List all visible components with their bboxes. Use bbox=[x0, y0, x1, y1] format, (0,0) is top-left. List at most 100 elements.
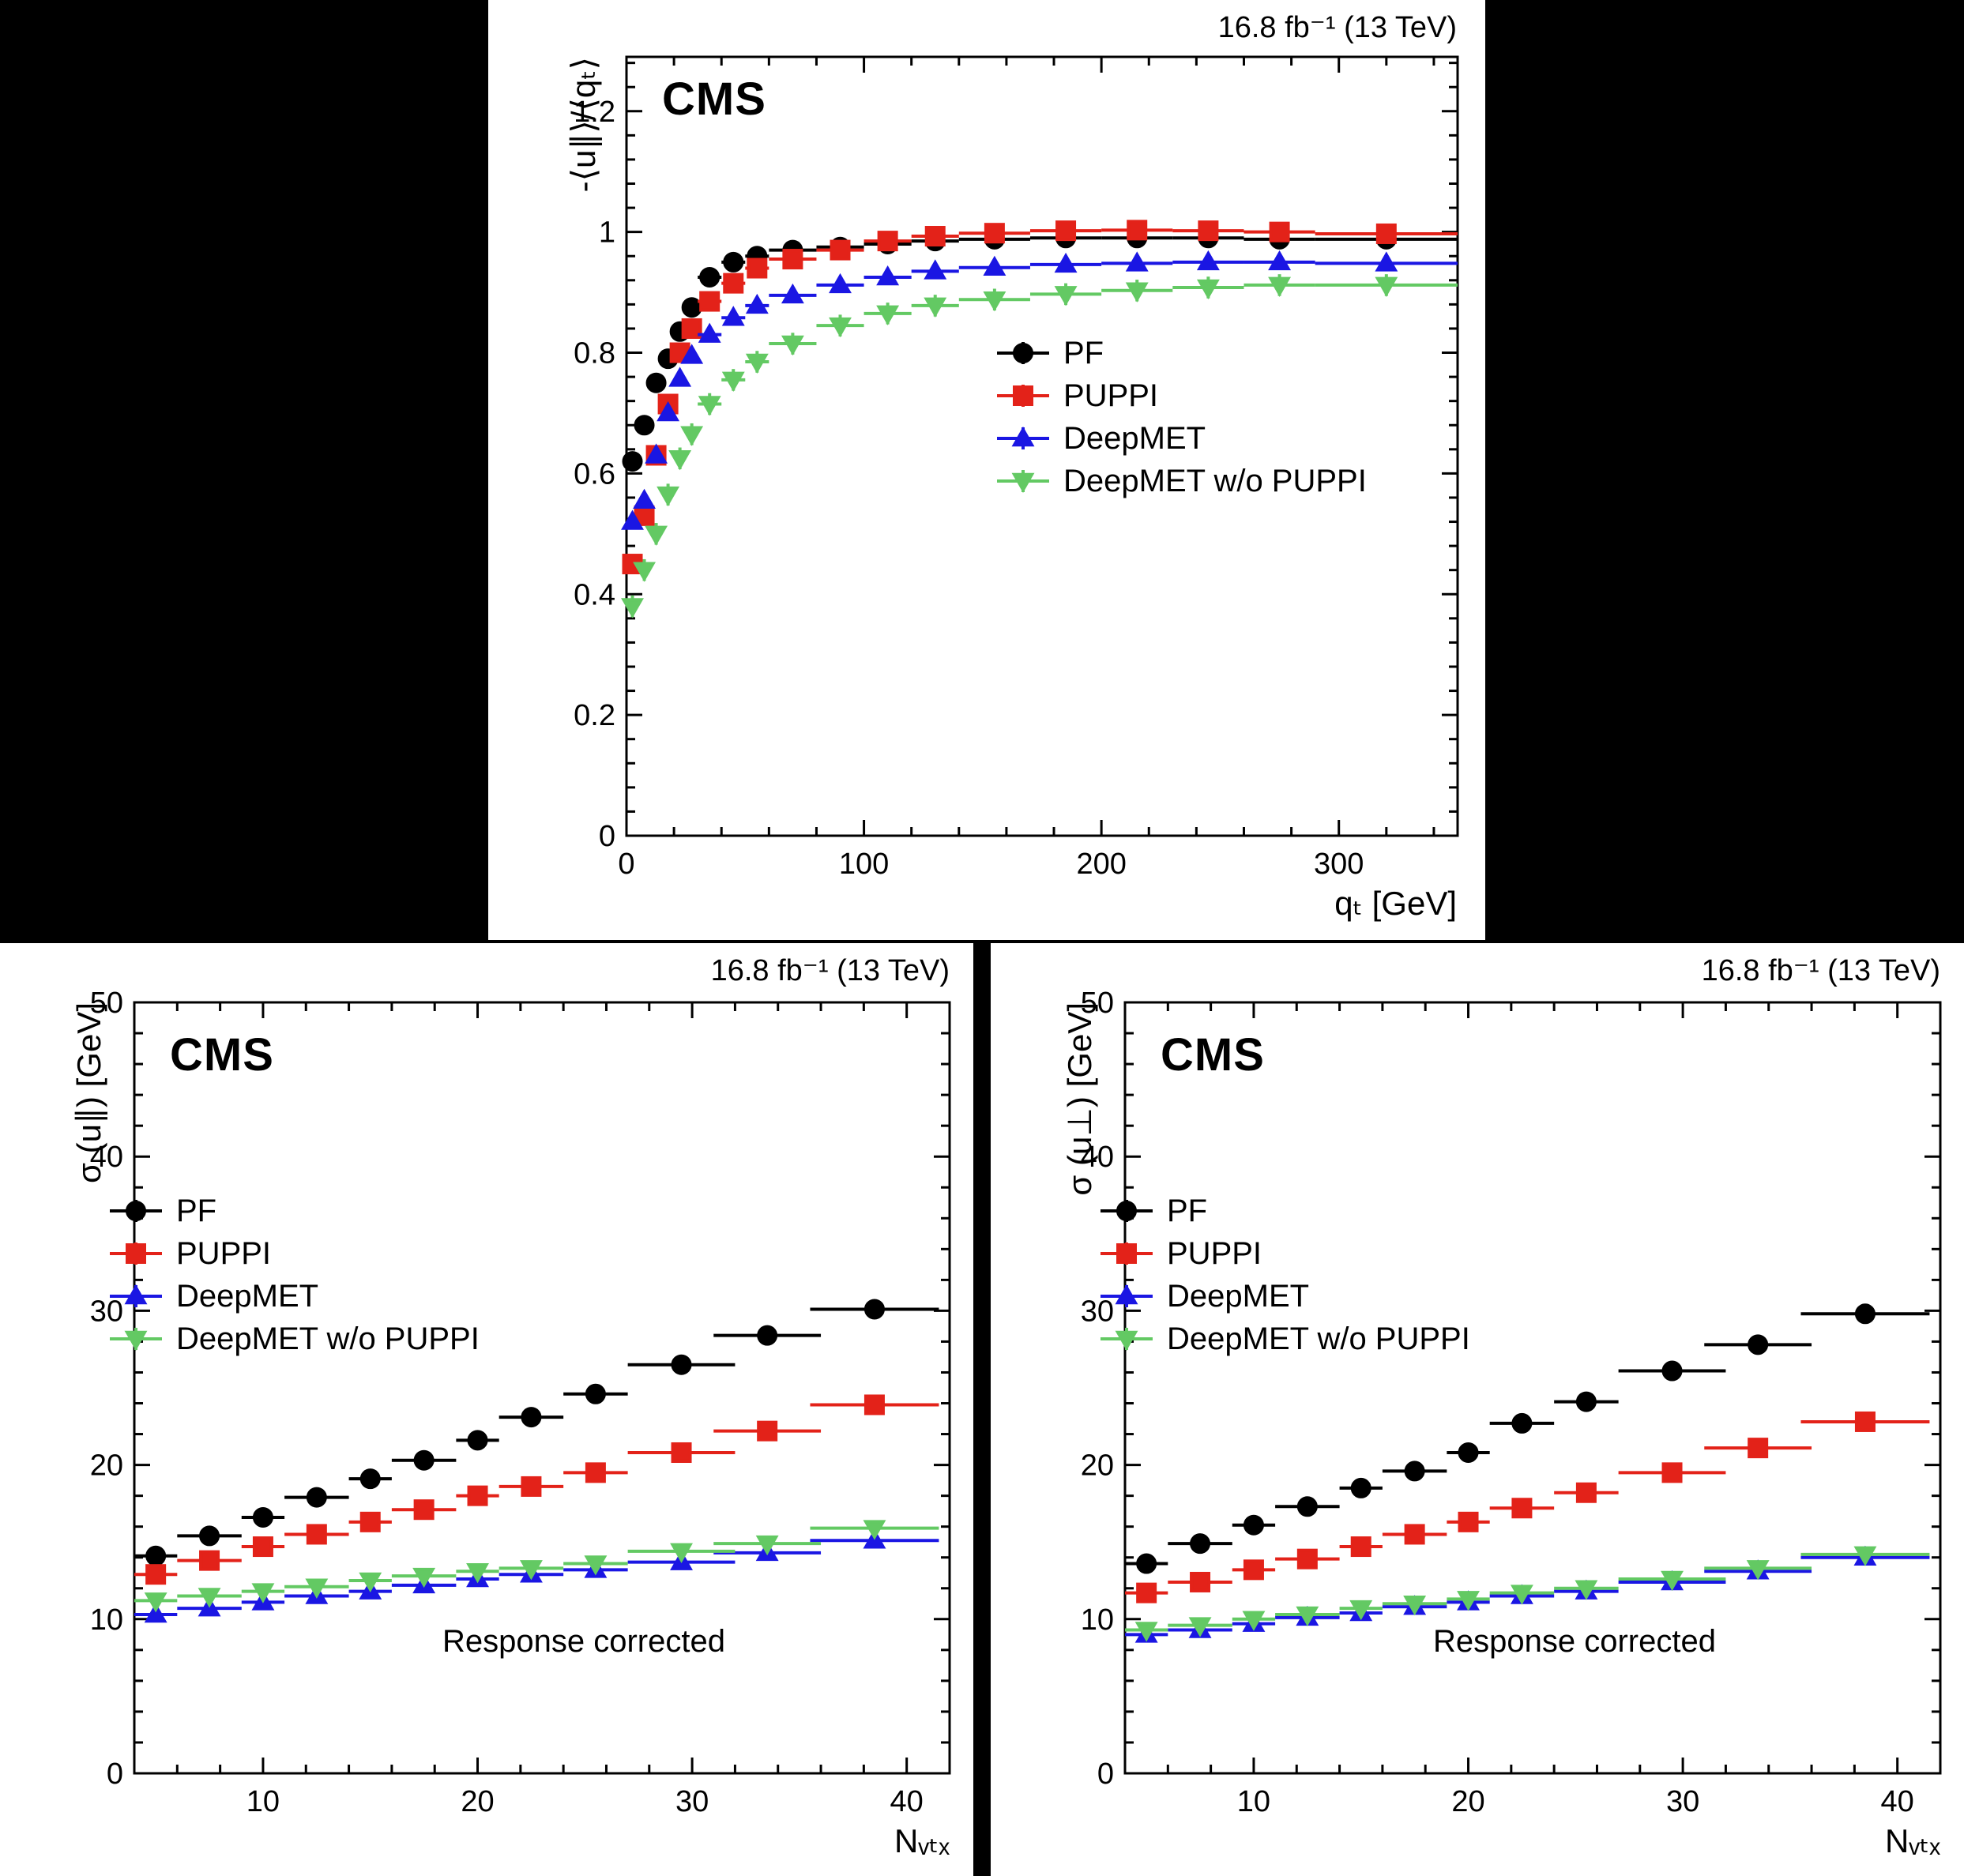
svg-text:10: 10 bbox=[1237, 1785, 1270, 1818]
svg-text:20: 20 bbox=[461, 1785, 494, 1818]
cms-label: CMS bbox=[1161, 1029, 1265, 1081]
legend-marker-triangle-up-icon bbox=[997, 426, 1049, 449]
svg-text:0: 0 bbox=[1097, 1758, 1114, 1791]
legend-label: PUPPI bbox=[1167, 1235, 1262, 1271]
series-deepmet-w-o-puppi bbox=[1125, 1546, 1930, 1642]
tick-labels: 10 20 30 40 0 10 20 30 40 50 bbox=[1081, 987, 1914, 1818]
lumi-label: 16.8 fb⁻¹ (13 TeV) bbox=[1217, 11, 1457, 44]
y-axis-title: σ (u⊥) [GeV] bbox=[1061, 1002, 1098, 1196]
series-puppi bbox=[134, 1394, 939, 1585]
svg-text:10: 10 bbox=[246, 1785, 280, 1818]
legend-marker-square-icon bbox=[997, 385, 1049, 407]
legend-item-puppi: PUPPI bbox=[994, 374, 1367, 417]
legend-marker-circle-icon bbox=[110, 1200, 162, 1222]
plot-frame bbox=[133, 1001, 951, 1775]
legend-item-deepmet: DeepMET bbox=[994, 417, 1367, 460]
svg-text:40: 40 bbox=[90, 1141, 123, 1174]
legend-item-pf: PF bbox=[994, 332, 1367, 374]
svg-text:40: 40 bbox=[890, 1785, 924, 1818]
legend-marker-triangle-up-icon bbox=[110, 1284, 162, 1307]
svg-text:1.2: 1.2 bbox=[574, 96, 615, 129]
series-deepmet bbox=[621, 250, 1458, 530]
svg-text:0.2: 0.2 bbox=[574, 699, 615, 732]
svg-text:50: 50 bbox=[90, 987, 123, 1020]
sigma-perp-chart-panel: 10 20 30 40 0 10 20 30 40 50 16.8 fb⁻¹ (13 TeV) C… bbox=[991, 943, 1964, 1876]
series-deepmet-w-o-puppi bbox=[134, 1520, 939, 1613]
legend-item-puppi: PUPPI bbox=[1097, 1232, 1470, 1275]
svg-text:30: 30 bbox=[1081, 1295, 1114, 1328]
legend-item-pf: PF bbox=[107, 1190, 480, 1232]
svg-text:0.4: 0.4 bbox=[574, 578, 615, 611]
legend-label: PUPPI bbox=[1063, 378, 1159, 413]
legend-label: PF bbox=[1063, 335, 1104, 370]
tick-labels: 0 100 200 300 0 0.2 0.4 0.6 0.8 1 1.2 bbox=[574, 96, 1364, 881]
legend: PF PUPPI DeepMET DeepMET w/o PUPPI bbox=[1097, 1190, 1470, 1360]
legend-item-deepmet: DeepMET bbox=[1097, 1275, 1470, 1318]
legend-marker-square-icon bbox=[1101, 1243, 1153, 1265]
legend-item-deepmet-w-o-puppi: DeepMET w/o PUPPI bbox=[1097, 1318, 1470, 1360]
legend-label: PF bbox=[1167, 1193, 1208, 1228]
svg-text:0.8: 0.8 bbox=[574, 337, 615, 370]
y-axis-title: -⟨u∥⟩/⟨qₜ⟩ bbox=[565, 57, 602, 193]
legend-label: DeepMET bbox=[1063, 420, 1206, 456]
series-puppi bbox=[622, 220, 1458, 575]
legend-marker-circle-icon bbox=[997, 342, 1049, 364]
svg-text:20: 20 bbox=[1451, 1785, 1484, 1818]
svg-text:30: 30 bbox=[90, 1295, 123, 1328]
svg-text:40: 40 bbox=[1081, 1141, 1114, 1174]
legend-item-pf: PF bbox=[1097, 1190, 1470, 1232]
legend-label: DeepMET w/o PUPPI bbox=[176, 1321, 480, 1356]
svg-text:1: 1 bbox=[599, 216, 615, 250]
legend-label: DeepMET w/o PUPPI bbox=[1167, 1321, 1470, 1356]
legend-label: PUPPI bbox=[176, 1235, 272, 1271]
series-deepmet-w-o-puppi bbox=[621, 274, 1458, 618]
svg-text:0.6: 0.6 bbox=[574, 457, 615, 491]
legend: PF PUPPI DeepMET DeepMET w/o PUPPI bbox=[107, 1190, 480, 1360]
legend-marker-triangle-down-icon bbox=[1101, 1328, 1153, 1352]
legend-item-puppi: PUPPI bbox=[107, 1232, 480, 1275]
svg-text:200: 200 bbox=[1076, 848, 1126, 881]
lumi-label: 16.8 fb⁻¹ (13 TeV) bbox=[710, 954, 950, 987]
legend-item-deepmet: DeepMET bbox=[107, 1275, 480, 1318]
svg-text:10: 10 bbox=[90, 1603, 123, 1637]
svg-text:30: 30 bbox=[1666, 1785, 1699, 1818]
response-corrected-note: Response corrected bbox=[442, 1624, 725, 1659]
x-axis-title: qₜ [GeV] bbox=[1334, 885, 1457, 922]
response-chart-panel: 0 100 200 300 0 0.2 0.4 0.6 0.8 1 1.2 16.8 fb⁻¹ (1… bbox=[488, 0, 1485, 940]
svg-text:50: 50 bbox=[1081, 987, 1114, 1020]
legend-label: DeepMET bbox=[176, 1278, 319, 1314]
plot-frame bbox=[1123, 1001, 1942, 1775]
legend-label: DeepMET w/o PUPPI bbox=[1063, 463, 1367, 498]
legend-label: DeepMET bbox=[1167, 1278, 1310, 1314]
sigma-parallel-chart-panel: 10 20 30 40 0 10 20 30 40 50 16.8 fb⁻¹ (13 TeV) C… bbox=[0, 943, 973, 1876]
series-puppi bbox=[1125, 1411, 1930, 1603]
legend: PF PUPPI DeepMET DeepMET w/o PUPPI bbox=[994, 332, 1367, 502]
cms-label: CMS bbox=[170, 1029, 274, 1081]
svg-text:0: 0 bbox=[599, 820, 615, 853]
sigma-parallel-plot: 10 20 30 40 0 10 20 30 40 50 bbox=[90, 987, 951, 1818]
svg-text:300: 300 bbox=[1314, 848, 1364, 881]
svg-text:0: 0 bbox=[618, 848, 634, 881]
legend-marker-triangle-up-icon bbox=[1101, 1284, 1153, 1307]
legend-label: PF bbox=[176, 1193, 217, 1228]
x-axis-title: Nᵥₜₓ bbox=[1885, 1822, 1940, 1859]
response-corrected-note: Response corrected bbox=[1433, 1624, 1716, 1659]
legend-marker-square-icon bbox=[110, 1243, 162, 1265]
axes-ticks bbox=[133, 1001, 951, 1775]
series-pf bbox=[1125, 1303, 1930, 1574]
legend-item-deepmet-w-o-puppi: DeepMET w/o PUPPI bbox=[107, 1318, 480, 1360]
lumi-label: 16.8 fb⁻¹ (13 TeV) bbox=[1701, 954, 1940, 987]
cms-label: CMS bbox=[662, 73, 766, 125]
plot-frame bbox=[625, 55, 1459, 837]
y-axis-title: σ (u∥) [GeV] bbox=[70, 1002, 107, 1183]
svg-text:20: 20 bbox=[90, 1449, 123, 1483]
svg-text:30: 30 bbox=[675, 1785, 709, 1818]
svg-text:40: 40 bbox=[1881, 1785, 1914, 1818]
svg-text:100: 100 bbox=[839, 848, 889, 881]
svg-text:10: 10 bbox=[1081, 1603, 1114, 1637]
svg-text:0: 0 bbox=[107, 1758, 123, 1791]
svg-text:20: 20 bbox=[1081, 1449, 1114, 1483]
legend-marker-triangle-down-icon bbox=[997, 470, 1049, 494]
legend-item-deepmet-w-o-puppi: DeepMET w/o PUPPI bbox=[994, 460, 1367, 502]
